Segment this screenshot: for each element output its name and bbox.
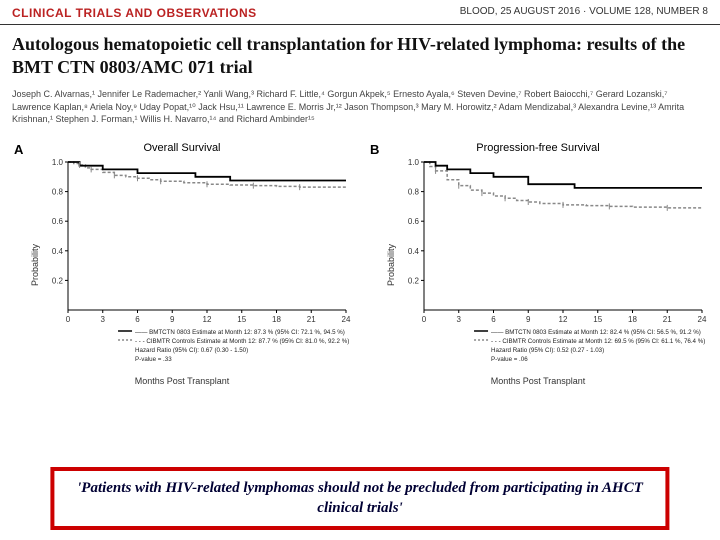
article-title: Autologous hematopoietic cell transplant… (0, 25, 720, 88)
svg-text:18: 18 (272, 315, 281, 324)
panel-a-label: A (14, 142, 23, 157)
svg-text:0.8: 0.8 (52, 187, 64, 196)
panel-a-svg: 0.2 0.4 0.6 0.8 1.0 0 3 6 9 12 15 18 21 24 —— BMTCTN 0… (40, 156, 352, 374)
svg-text:0.2: 0.2 (52, 276, 64, 285)
svg-text:0.6: 0.6 (52, 217, 64, 226)
svg-text:0.4: 0.4 (52, 247, 64, 256)
svg-text:- - - CIBMTR Controls Estimate: - - - CIBMTR Controls Estimate at Month … (135, 338, 349, 345)
panel-a-xlabel: Months Post Transplant (6, 376, 358, 386)
svg-text:0.8: 0.8 (408, 187, 420, 196)
panel-b-ylabel: Probability (386, 244, 396, 286)
panel-b: B Progression-free Survival Probability … (362, 138, 714, 386)
svg-text:3: 3 (101, 315, 106, 324)
charts-row: A Overall Survival Probability 0.2 0.4 0.6… (0, 134, 720, 386)
svg-text:12: 12 (559, 315, 568, 324)
svg-text:0.4: 0.4 (408, 247, 420, 256)
panel-a-ylabel: Probability (30, 244, 40, 286)
svg-text:0: 0 (422, 315, 427, 324)
svg-text:6: 6 (491, 315, 496, 324)
svg-text:15: 15 (237, 315, 246, 324)
svg-text:1.0: 1.0 (52, 158, 64, 167)
svg-text:P-value = .06: P-value = .06 (491, 356, 528, 363)
svg-text:0.6: 0.6 (408, 217, 420, 226)
callout-text: 'Patients with HIV-related lymphomas sho… (66, 479, 653, 518)
svg-text:24: 24 (698, 315, 707, 324)
svg-text:3: 3 (457, 315, 462, 324)
panel-b-xlabel: Months Post Transplant (362, 376, 714, 386)
svg-text:9: 9 (526, 315, 531, 324)
callout-box: 'Patients with HIV-related lymphomas sho… (50, 467, 669, 530)
svg-text:0.2: 0.2 (408, 276, 420, 285)
panel-b-svg: 0.2 0.4 0.6 0.8 1.0 0 3 6 9 12 15 18 21 24 —— BMTCTN 0… (396, 156, 708, 374)
author-list: Joseph C. Alvarnas,¹ Jennifer Le Rademac… (0, 88, 720, 134)
svg-text:21: 21 (307, 315, 316, 324)
svg-text:—— BMTCTN 0803 Estimate at Mon: —— BMTCTN 0803 Estimate at Month 12: 82.… (491, 329, 701, 336)
panel-a-title: Overall Survival (6, 142, 358, 154)
svg-text:—— BMTCTN 0803 Estimate at Mon: —— BMTCTN 0803 Estimate at Month 12: 87.… (135, 329, 345, 336)
svg-text:P-value = .33: P-value = .33 (135, 356, 172, 363)
svg-text:6: 6 (135, 315, 140, 324)
svg-text:Hazard Ratio (95% CI): 0.67 (0: Hazard Ratio (95% CI): 0.67 (0.30 - 1.50… (135, 347, 248, 354)
svg-text:12: 12 (203, 315, 212, 324)
svg-text:15: 15 (593, 315, 602, 324)
svg-text:1.0: 1.0 (408, 158, 420, 167)
panel-a-chart-area: Probability 0.20.40.60.81.00369121518212… (40, 156, 352, 374)
panel-b-label: B (370, 142, 379, 157)
section-label: CLINICAL TRIALS AND OBSERVATIONS (12, 6, 257, 20)
svg-text:21: 21 (663, 315, 672, 324)
header-bar: CLINICAL TRIALS AND OBSERVATIONS BLOOD, … (0, 0, 720, 25)
svg-text:Hazard Ratio (95% CI): 0.52 (0: Hazard Ratio (95% CI): 0.52 (0.27 - 1.03… (491, 347, 604, 354)
svg-text:9: 9 (170, 315, 175, 324)
svg-text:24: 24 (342, 315, 351, 324)
panel-b-title: Progression-free Survival (362, 142, 714, 154)
svg-text:0: 0 (66, 315, 71, 324)
panel-b-chart-area: Probability 0.20.40.60.81.00369121518212… (396, 156, 708, 374)
panel-a: A Overall Survival Probability 0.2 0.4 0.6… (6, 138, 358, 386)
svg-text:- - - CIBMTR Controls Estimate: - - - CIBMTR Controls Estimate at Month … (491, 338, 705, 345)
svg-text:18: 18 (628, 315, 637, 324)
journal-info: BLOOD, 25 AUGUST 2016 · VOLUME 128, NUMB… (460, 6, 708, 20)
